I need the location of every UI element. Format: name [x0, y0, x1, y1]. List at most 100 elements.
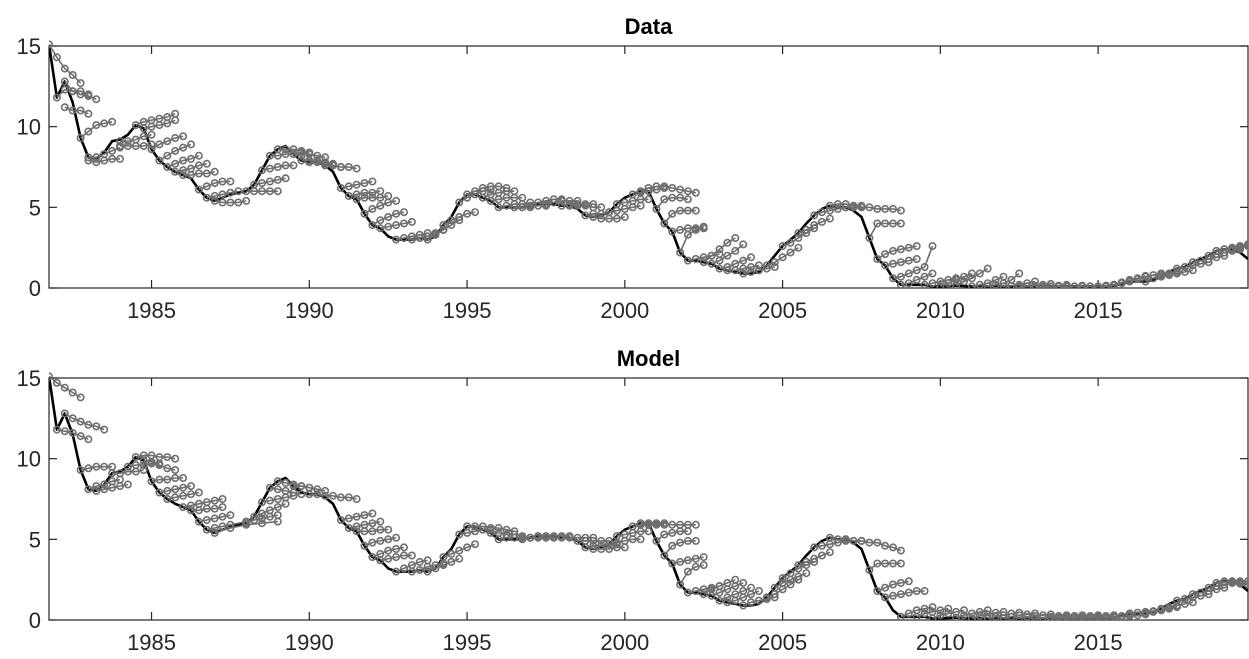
- forecast-point: [739, 264, 748, 273]
- forecast-point: [715, 264, 724, 273]
- forecast-point: [699, 590, 708, 599]
- forecast-point: [273, 187, 282, 196]
- forecast-point: [344, 192, 353, 201]
- forecast-point: [1141, 277, 1150, 286]
- forecast-point: [257, 166, 266, 175]
- forecast-point: [896, 612, 905, 620]
- forecast-point: [368, 188, 377, 197]
- forecast-point: [439, 225, 448, 234]
- forecast-point: [660, 519, 669, 528]
- forecast-point: [147, 457, 156, 466]
- forecast-point: [1244, 577, 1248, 586]
- forecast-point: [936, 611, 945, 620]
- forecast-point: [754, 261, 763, 270]
- forecast-point: [60, 64, 69, 73]
- forecast-point: [841, 203, 850, 212]
- forecast-point: [1078, 614, 1087, 620]
- forecast-point: [163, 163, 172, 172]
- forecast-point: [455, 530, 464, 539]
- forecast-point: [344, 493, 353, 502]
- forecast-point: [131, 121, 140, 130]
- forecast-point: [439, 553, 448, 562]
- forecast-point: [1109, 281, 1118, 288]
- forecast-point: [313, 158, 322, 167]
- forecast-point: [549, 198, 558, 207]
- forecast-point: [762, 261, 771, 270]
- forecast-path: [368, 208, 408, 230]
- forecast-point: [163, 475, 172, 484]
- forecast-point: [60, 427, 69, 436]
- forecast-point: [1038, 613, 1047, 620]
- forecast-point: [849, 203, 858, 212]
- forecast-point: [257, 498, 266, 507]
- forecast-point: [68, 71, 77, 80]
- forecast-point: [376, 224, 385, 233]
- forecast-point: [896, 245, 905, 254]
- forecast-path: [49, 40, 85, 88]
- forecast-point: [463, 190, 472, 199]
- forecast-point: [581, 211, 590, 220]
- forecast-point: [746, 253, 755, 262]
- forecast-point: [257, 509, 266, 518]
- forecast-point: [289, 482, 298, 491]
- forecast-point: [123, 137, 132, 146]
- forecast-point: [888, 274, 897, 283]
- forecast-point: [289, 161, 298, 170]
- forecast-point: [731, 266, 740, 275]
- forecast-point: [194, 488, 203, 497]
- forecast-point: [573, 536, 582, 545]
- y-tick-label: 5: [29, 195, 41, 220]
- forecast-path: [463, 522, 519, 536]
- forecast-point: [967, 282, 976, 288]
- forecast-point: [415, 557, 424, 566]
- forecast-point: [944, 604, 953, 613]
- forecast-point: [636, 187, 645, 196]
- forecast-point: [360, 209, 369, 218]
- x-tick-label: 2005: [758, 298, 807, 323]
- forecast-point: [384, 222, 393, 231]
- forecast-point: [455, 554, 464, 563]
- forecast-point: [518, 203, 527, 212]
- forecast-point: [605, 208, 614, 217]
- forecast-point: [1102, 282, 1110, 288]
- forecast-point: [967, 614, 976, 620]
- forecast-path: [636, 519, 700, 529]
- forecast-point: [612, 200, 621, 209]
- forecast-point: [881, 261, 890, 270]
- forecast-point: [1236, 243, 1245, 252]
- forecast-point: [455, 213, 464, 222]
- forecast-point: [1180, 599, 1189, 608]
- forecast-path: [660, 206, 700, 228]
- forecast-path: [778, 224, 819, 251]
- forecast-point: [502, 193, 511, 202]
- forecast-path: [139, 116, 180, 133]
- forecast-path: [770, 569, 811, 592]
- forecast-point: [360, 527, 369, 536]
- forecast-point: [628, 190, 637, 199]
- forecast-point: [778, 253, 787, 262]
- forecast-point: [802, 557, 811, 566]
- forecast-point: [881, 541, 890, 550]
- forecast-point: [84, 127, 93, 136]
- forecast-point: [226, 177, 235, 186]
- forecast-point: [873, 204, 882, 213]
- forecast-point: [463, 209, 472, 218]
- forecast-point: [289, 145, 298, 154]
- forecast-point: [68, 106, 77, 115]
- forecast-point: [297, 482, 306, 491]
- forecast-point: [691, 562, 700, 571]
- forecast-point: [273, 477, 282, 486]
- forecast-point: [746, 267, 755, 276]
- forecast-point: [873, 538, 882, 547]
- forecast-path: [250, 174, 290, 189]
- forecast-point: [321, 161, 330, 170]
- forecast-point: [904, 256, 913, 265]
- forecast-point: [668, 528, 677, 537]
- forecast-point: [281, 486, 290, 495]
- forecast-point: [873, 586, 882, 595]
- forecast-point: [179, 491, 188, 500]
- forecast-path: [865, 219, 905, 243]
- forecast-point: [723, 585, 732, 594]
- forecast-point: [470, 522, 479, 531]
- forecast-point: [423, 235, 432, 244]
